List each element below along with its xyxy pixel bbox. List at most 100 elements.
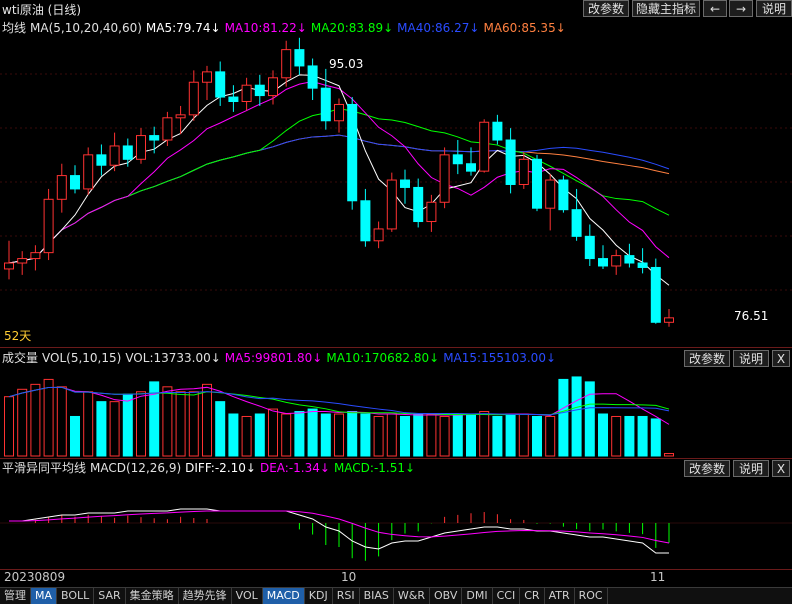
volume-bar xyxy=(241,415,252,457)
x-axis-start-date: 20230809 xyxy=(4,570,66,584)
tab--4[interactable]: 集金策略 xyxy=(126,588,179,604)
candle-body xyxy=(518,158,529,185)
ma40-value: MA40:86.27↓ xyxy=(397,21,480,35)
candle-body xyxy=(413,186,424,223)
vol-help-button[interactable]: 说明 xyxy=(733,350,769,367)
volume-bar xyxy=(334,413,344,457)
volume-bar xyxy=(624,415,635,457)
candle-body xyxy=(360,200,371,242)
candle-body xyxy=(426,201,437,223)
volume-bar xyxy=(532,415,542,457)
candle-body xyxy=(611,255,622,267)
candle-body xyxy=(492,121,503,141)
candle-body xyxy=(320,87,331,122)
tab-roc[interactable]: ROC xyxy=(575,588,608,604)
candle-body xyxy=(650,266,661,323)
macd-legend: 平滑异同平均线 MACD(12,26,9) DIFF:-2.10↓ DEA:-1.34… xyxy=(2,459,419,476)
tab--5[interactable]: 趋势先锋 xyxy=(179,588,232,604)
tab-ma[interactable]: MA xyxy=(31,588,58,604)
ma60-line xyxy=(8,134,670,264)
volume-bar xyxy=(558,378,569,457)
volume-bar xyxy=(413,413,424,457)
macd-params-button[interactable]: 改参数 xyxy=(684,460,730,477)
candle-body xyxy=(347,103,358,202)
tab-w-r[interactable]: W&R xyxy=(394,588,430,604)
macd-chart[interactable] xyxy=(0,477,792,569)
ma-formula: MA(5,10,20,40,60) xyxy=(30,21,142,35)
tab-boll[interactable]: BOLL xyxy=(57,588,95,604)
hide-main-indicator-button[interactable]: 隐藏主指标 xyxy=(632,0,700,17)
volume-bar xyxy=(584,381,595,457)
price-chart[interactable] xyxy=(0,20,792,348)
low-price-label: 76.51 xyxy=(734,309,769,323)
volume-bar xyxy=(637,415,648,457)
volume-bar xyxy=(373,415,384,457)
volume-bar xyxy=(109,401,120,457)
help-button[interactable]: 说明 xyxy=(756,0,792,17)
vol-legend: 成交量 VOL(5,10,15) VOL:13733.00↓ MA5:99801.80… xyxy=(2,349,560,366)
tab-cci[interactable]: CCI xyxy=(493,588,521,604)
tab-atr[interactable]: ATR xyxy=(545,588,575,604)
macd-value: MACD:-1.51↓ xyxy=(333,461,416,475)
volume-bar xyxy=(294,411,305,457)
tab-macd[interactable]: MACD xyxy=(262,588,305,604)
candle-body xyxy=(56,175,67,200)
vol-params-button[interactable]: 改参数 xyxy=(684,350,730,367)
tab-sar[interactable]: SAR xyxy=(94,588,126,604)
x-axis-month-10: 10 xyxy=(341,570,357,584)
vol-close-icon[interactable]: X xyxy=(772,350,790,367)
candle-body xyxy=(162,117,173,141)
volume-bar xyxy=(175,391,186,457)
volume-bar xyxy=(56,386,67,457)
ma20-value: MA20:83.89↓ xyxy=(310,21,394,35)
volume-bar xyxy=(452,413,463,457)
candle-body xyxy=(215,71,226,98)
volume-bar xyxy=(96,401,107,457)
candle-body xyxy=(479,121,490,172)
indicator-tab-bar: 管理 MA BOLL SAR 集金策略 趋势先锋 VOL MACD KDJ RSI BIAS W&R O… xyxy=(0,587,792,604)
macd-help-button[interactable]: 说明 xyxy=(733,460,769,477)
candle-body xyxy=(584,235,595,260)
volume-bar xyxy=(320,413,331,457)
prev-arrow-icon[interactable]: ← xyxy=(703,0,727,17)
tab-vol[interactable]: VOL xyxy=(232,588,263,604)
volume-chart[interactable] xyxy=(0,368,792,458)
volume-bar xyxy=(215,401,226,457)
volume-bar xyxy=(228,413,239,457)
tab-dmi[interactable]: DMI xyxy=(462,588,493,604)
volume-bar xyxy=(360,413,371,457)
candle-body xyxy=(558,179,569,211)
candle-body xyxy=(202,71,212,83)
volume-bar xyxy=(571,376,582,457)
vol-ma15-value: MA15:155103.00↓ xyxy=(443,351,557,365)
tab-obv[interactable]: OBV xyxy=(430,588,463,604)
tab-bias[interactable]: BIAS xyxy=(360,588,394,604)
macd-formula: MACD(12,26,9) xyxy=(90,461,182,475)
volume-bar xyxy=(188,391,199,457)
vol-value: VOL:13733.00↓ xyxy=(125,351,221,365)
volume-bar xyxy=(162,386,173,457)
vol-formula: VOL(5,10,15) xyxy=(42,351,122,365)
candle-body xyxy=(281,49,292,79)
volume-bar xyxy=(30,383,41,457)
next-arrow-icon[interactable]: → xyxy=(729,0,753,17)
candle-body xyxy=(109,145,120,166)
candle-body xyxy=(96,154,107,166)
tab--0[interactable]: 管理 xyxy=(0,588,31,604)
tab-cr[interactable]: CR xyxy=(520,588,545,604)
panel-divider xyxy=(0,458,792,459)
candle-body xyxy=(545,179,556,209)
volume-bar xyxy=(598,413,608,457)
candle-body xyxy=(400,179,410,188)
ma10-line xyxy=(8,80,670,264)
change-params-button[interactable]: 改参数 xyxy=(583,0,629,17)
tab-kdj[interactable]: KDJ xyxy=(305,588,333,604)
tab-rsi[interactable]: RSI xyxy=(333,588,360,604)
volume-bar xyxy=(466,413,476,457)
volume-bar xyxy=(149,381,160,457)
candle-body xyxy=(70,175,80,190)
macd-close-icon[interactable]: X xyxy=(772,460,790,477)
volume-bar xyxy=(439,415,450,457)
candle-body xyxy=(307,65,318,89)
candle-body xyxy=(122,145,133,160)
